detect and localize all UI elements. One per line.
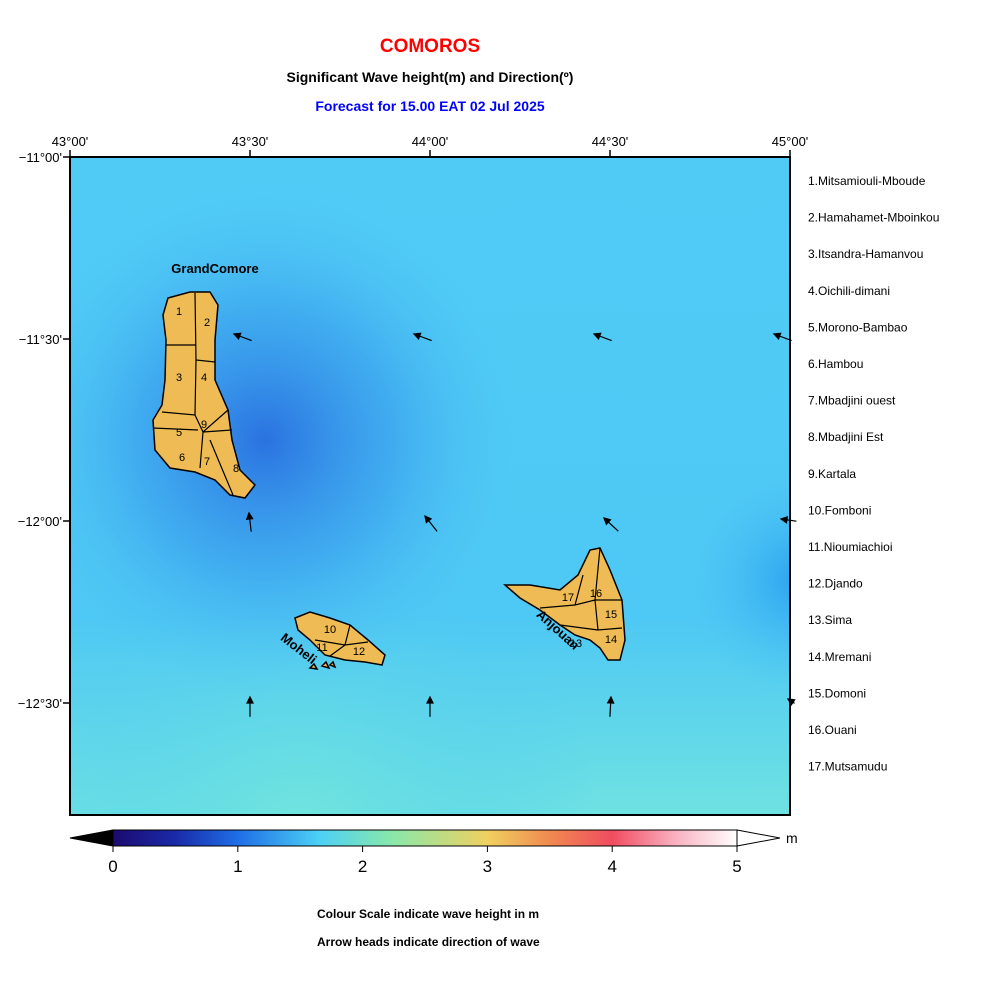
wave-arrow-head — [232, 332, 242, 341]
note: Colour Scale indicate wave height in m — [317, 907, 539, 921]
lat-label: −12°30' — [18, 696, 62, 711]
legend-entry: 14.Mremani — [808, 650, 871, 664]
colorbar — [112, 829, 738, 847]
legend-entry: 11.Nioumiachioi — [808, 540, 893, 554]
legend-entry: 17.Mutsamudu — [808, 760, 887, 774]
legend-entry: 9.Kartala — [808, 467, 856, 481]
legend-entry: 15.Domoni — [808, 686, 866, 700]
lon-label: 44°30' — [592, 134, 629, 149]
region-number: 5 — [176, 427, 182, 439]
legend-entry: 8.Mbadjini Est — [808, 430, 884, 444]
lon-label: 44°00' — [412, 134, 449, 149]
legend-entry: 6.Hambou — [808, 357, 863, 371]
region-number: 6 — [179, 452, 185, 464]
colorbar-label: 0 — [108, 857, 117, 876]
wave-arrow-head — [606, 695, 615, 704]
region-number: 2 — [204, 317, 210, 329]
islands — [152, 291, 626, 670]
grand-comore — [152, 291, 256, 499]
wave-arrow-head — [426, 695, 434, 704]
legend-entry: 7.Mbadjini ouest — [808, 394, 896, 408]
region-number: 10 — [324, 624, 336, 636]
region-number: 7 — [204, 456, 210, 468]
wave-arrow-head — [424, 514, 433, 524]
colorbar-unit: m — [786, 830, 798, 846]
lon-label: 43°30' — [232, 134, 269, 149]
colorbar-label: 2 — [358, 857, 367, 876]
region-number: 12 — [353, 646, 365, 658]
wave-arrow-head — [772, 332, 782, 341]
region-number: 14 — [605, 634, 617, 646]
wave-arrow-head — [603, 517, 612, 526]
legend-entry: 1.Mitsamiouli-Mboude — [808, 174, 926, 188]
forecast: Forecast for 15.00 EAT 02 Jul 2025 — [315, 98, 545, 114]
note: Arrow heads indicate direction of wave — [317, 935, 540, 949]
region-number: 17 — [562, 592, 574, 604]
legend-entry: 13.Sima — [808, 613, 852, 627]
wave-arrow-head — [246, 695, 254, 704]
islet — [308, 660, 337, 670]
generated: 43°00' 43°30' 44°00' 44°30' 45°00' −11°00' −11… — [18, 134, 940, 876]
title: COMOROS — [380, 36, 480, 57]
colorbar-over — [736, 829, 781, 847]
region-number: 15 — [605, 609, 617, 621]
legend-entry: 12.Djando — [808, 577, 863, 591]
wave-arrow-head — [245, 511, 254, 521]
island-label: GrandComore — [171, 261, 258, 276]
legend-entry: 5.Morono-Bambao — [808, 320, 908, 334]
wave-arrow-head — [592, 332, 602, 341]
moheli — [294, 611, 386, 666]
colorbar-under — [69, 829, 114, 847]
legend-entry: 10.Fomboni — [808, 503, 871, 517]
lat-label: −12°00' — [18, 514, 62, 529]
legend-entry: 4.Oichili-dimani — [808, 284, 890, 298]
region-number: 13 — [570, 638, 582, 650]
region-number: 16 — [590, 588, 602, 600]
lat-label: −11°30' — [19, 332, 62, 347]
anjouan — [502, 547, 626, 661]
region-number: 8 — [233, 463, 239, 475]
region-number: 4 — [201, 372, 207, 384]
legend-entry: 3.Itsandra-Hamanvou — [808, 247, 923, 261]
region-number: 9 — [201, 419, 207, 431]
lon-label: 43°00' — [52, 134, 89, 149]
lat-label: −11°00' — [19, 150, 62, 165]
legend-entry: 2.Hamahamet-Mboinkou — [808, 211, 939, 225]
region-boundaries — [152, 292, 623, 657]
region-number: 1 — [176, 306, 182, 318]
wave-arrow-head — [779, 516, 789, 524]
region-number: 3 — [176, 372, 182, 384]
sea-field — [70, 157, 790, 815]
wave-arrows — [232, 332, 797, 717]
subtitle: Significant Wave height(m) and Direction… — [287, 69, 574, 85]
legend-entry: 16.Ouani — [808, 723, 857, 737]
colorbar-label: 1 — [233, 857, 242, 876]
colorbar-label: 5 — [732, 857, 741, 876]
wave-arrow-head — [412, 332, 422, 341]
colorbar-label: 4 — [607, 857, 616, 876]
colorbar-label: 3 — [483, 857, 492, 876]
region-number: 11 — [316, 642, 327, 654]
lon-label: 45°00' — [772, 134, 809, 149]
